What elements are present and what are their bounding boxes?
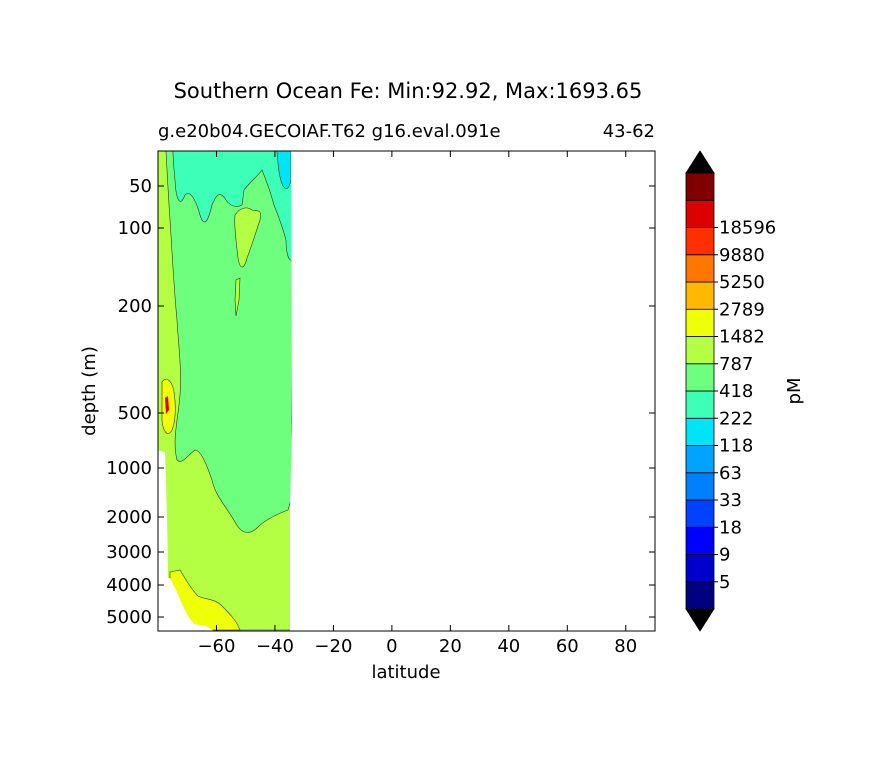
land-mask-abyss-steps: [157, 578, 216, 632]
colorbar-tick-label: 33: [719, 490, 742, 511]
colorbar-extend-min: [685, 608, 715, 632]
y-tick-label: 100: [118, 218, 152, 239]
contour-patch-thin: [234, 277, 241, 317]
x-tick-label: 40: [497, 636, 520, 657]
contour-region-intermediate: [165, 150, 299, 533]
colorbar-tick-label: 2789: [719, 299, 765, 320]
colorbar-segment: [685, 172, 715, 201]
y-tick-label: 1000: [106, 458, 152, 479]
colorbar-segment: [685, 526, 715, 555]
x-axis: −60 −40 −20 0 20 40 60 80: [197, 151, 637, 657]
y-axis-label: depth (m): [79, 346, 100, 436]
colorbar-tick-label: 118: [719, 436, 753, 457]
colorbar-tick-label: 222: [719, 408, 753, 429]
colorbar-label: pM: [784, 378, 805, 405]
colorbar-segment: [685, 281, 715, 310]
colorbar-tick-label: 787: [719, 354, 753, 375]
x-tick-label: 20: [439, 636, 462, 657]
chart-title: Southern Ocean Fe: Min:92.92, Max:1693.6…: [174, 79, 643, 103]
colorbar-tick-label: 5: [719, 572, 730, 593]
colorbar-segment: [685, 308, 715, 337]
colorbar-segment: [685, 363, 715, 392]
y-tick-label: 50: [129, 176, 152, 197]
colorbar-segment: [685, 417, 715, 446]
colorbar-tick-label: 1482: [719, 327, 765, 348]
contour-region-shelf-core: [165, 396, 169, 414]
colorbar-tick-label: 63: [719, 463, 742, 484]
colorbar-segment: [685, 199, 715, 228]
colorbar-segment: [685, 390, 715, 419]
colorbar-segment: [685, 499, 715, 528]
colorbar-tick-label: 418: [719, 381, 753, 402]
colorbar-tick-label: 18: [719, 517, 742, 538]
chart-subtitle-right: 43-62: [603, 121, 655, 142]
colorbar-segment: [685, 336, 715, 365]
x-axis-label: latitude: [371, 662, 440, 683]
contour-region-minimum: [276, 150, 292, 189]
contour-patch-upper: [234, 207, 261, 268]
contour-region-surface: [172, 150, 299, 261]
plot-frame: [157, 150, 656, 632]
y-tick-label: 4000: [106, 575, 152, 596]
x-tick-label: 60: [556, 636, 579, 657]
colorbar-extend-max: [685, 150, 715, 174]
x-tick-label: −40: [256, 636, 294, 657]
land-mask-slope: [290, 150, 298, 632]
y-tick-label: 3000: [106, 542, 152, 563]
y-tick-label: 5000: [106, 607, 152, 628]
x-tick-label: 0: [386, 636, 397, 657]
y-tick-label: 500: [118, 403, 152, 424]
colorbar: 5 9 18 33 63 118 222 418 787 1482 2789 5250 9880 1859…: [685, 150, 776, 632]
colorbar-tick-label: 9880: [719, 245, 765, 266]
colorbar-segment: [685, 254, 715, 283]
plot-area: [157, 150, 656, 632]
colorbar-segment: [685, 581, 715, 610]
y-axis: 50 100 200 500 1000 2000 3000 4000 5000: [106, 176, 655, 628]
colorbar-segment: [685, 554, 715, 583]
contour-field: [157, 150, 299, 631]
colorbar-tick-label: 5250: [719, 272, 765, 293]
x-tick-label: 80: [614, 636, 637, 657]
land-mask-east: [297, 151, 655, 631]
x-tick-label: −20: [314, 636, 352, 657]
colorbar-segment: [685, 445, 715, 474]
land-mask: [157, 150, 655, 632]
colorbar-tick-label: 18596: [719, 218, 776, 239]
colorbar-segment: [685, 472, 715, 501]
colorbar-segment: [685, 227, 715, 256]
y-tick-label: 200: [118, 296, 152, 317]
x-tick-label: −60: [197, 636, 235, 657]
colorbar-tick-label: 9: [719, 545, 730, 566]
y-tick-label: 2000: [106, 507, 152, 528]
chart-subtitle-left: g.e20b04.GECOIAF.T62 g16.eval.091e: [158, 121, 501, 142]
